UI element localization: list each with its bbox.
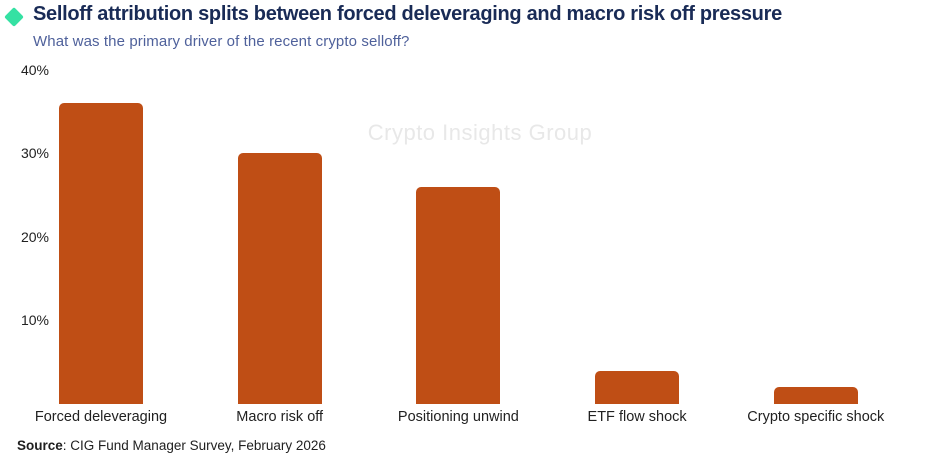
source-note: Source: CIG Fund Manager Survey, Februar… bbox=[17, 438, 326, 453]
y-tick-label: 20% bbox=[20, 228, 49, 245]
y-tick-label: 30% bbox=[20, 145, 49, 162]
bar bbox=[416, 186, 501, 404]
chart-subtitle: What was the primary driver of the recen… bbox=[33, 33, 410, 50]
bar bbox=[59, 103, 143, 404]
x-category-label: ETF flow shock bbox=[587, 409, 687, 425]
x-category-label: Forced deleveraging bbox=[34, 409, 168, 425]
bar bbox=[595, 370, 680, 404]
chart-title: Selloff attribution splits between force… bbox=[33, 3, 782, 25]
source-label: Source bbox=[17, 438, 63, 453]
bar bbox=[237, 153, 322, 404]
y-tick-label: 10% bbox=[20, 312, 49, 329]
x-category-label: Macro risk off bbox=[236, 409, 324, 425]
source-text: : CIG Fund Manager Survey, February 2026 bbox=[62, 438, 326, 453]
watermark: Crypto Insights Group bbox=[367, 120, 593, 145]
bar bbox=[773, 387, 858, 404]
x-category-label: Positioning unwind bbox=[397, 409, 519, 425]
y-tick-label: 40% bbox=[20, 61, 49, 78]
x-category-label: Crypto specific shock bbox=[747, 409, 885, 425]
